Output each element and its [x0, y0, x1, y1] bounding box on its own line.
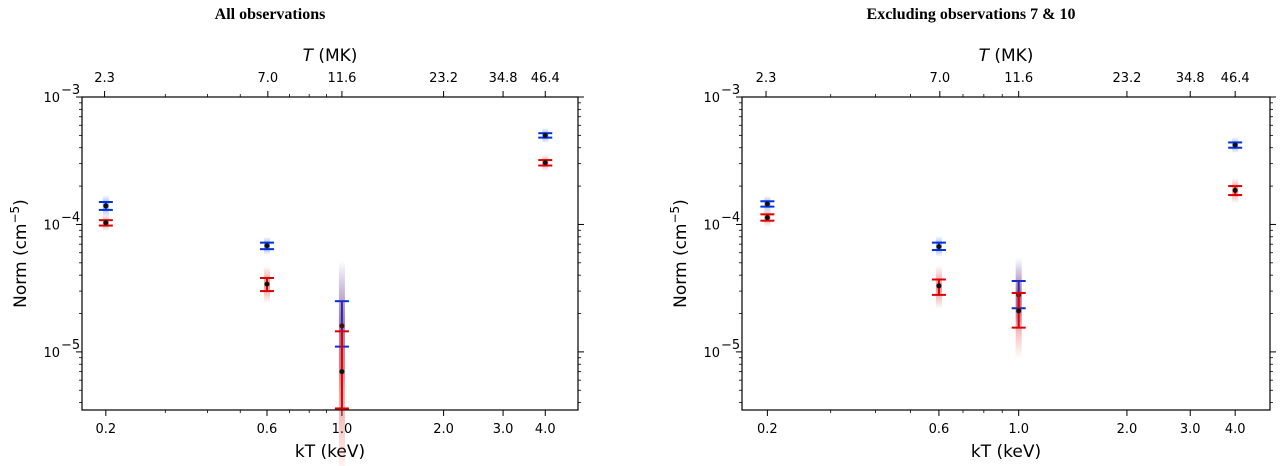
data-point [103, 220, 109, 226]
chart-panel-all-observations: All observations 0.20.61.02.03.04.02.37.… [8, 6, 584, 466]
x-tick-label: 0.2 [757, 422, 778, 437]
y-axis-label-close: ) [671, 199, 691, 206]
y-tick-label: 10 [703, 218, 720, 233]
data-point [264, 281, 270, 287]
top-tick-label: 46.4 [1221, 71, 1250, 86]
top-tick-label: 11.6 [327, 71, 356, 86]
y-axis-label-exponent: −5 [8, 206, 22, 224]
plot-frame [741, 96, 1271, 411]
chart-excluding-observations: 0.2 0.6 1.0 2.0 3.0 4.0 2.3 7.0 11.6 23.2 34.8 46.4… [668, 46, 1276, 462]
y-axis-label-close: ) [11, 199, 31, 206]
data-point [339, 369, 345, 375]
top-tick-label: 46.4 [531, 71, 560, 86]
y-tick-exponent: −4 [61, 210, 80, 225]
y-axis-label: Norm (cm−5) [668, 199, 691, 308]
y-axis-label-text: Norm (cm [671, 224, 691, 308]
top-tick-label: 23.2 [1112, 71, 1141, 86]
top-tick-label: 34.8 [1176, 71, 1205, 86]
top-tick-label: 23.2 [429, 71, 458, 86]
x-tick-label: 0.6 [257, 422, 278, 437]
top-tick-label: 2.3 [756, 71, 777, 86]
y-axis-label-text: Norm (cm [11, 224, 31, 308]
data-point [936, 283, 942, 289]
data-point [764, 201, 770, 207]
x-tick-label: 2.0 [433, 422, 454, 437]
y-axis-label: Norm (cm−5) [8, 199, 31, 308]
data-point [264, 243, 270, 249]
y-tick-exponent: −3 [721, 83, 740, 98]
x-tick-label: 4.0 [535, 422, 556, 437]
x-axis-label: kT (keV) [971, 442, 1041, 462]
data-point [542, 132, 548, 138]
x-tick-label: 1.0 [1008, 422, 1029, 437]
top-axis-unit: (MK) [313, 46, 357, 66]
x-tick-label: 0.6 [929, 422, 950, 437]
top-axis-variable: T [303, 46, 315, 66]
top-axis-variable: T [979, 46, 991, 66]
top-axis-unit: (MK) [989, 46, 1033, 66]
top-tick-label: 34.8 [489, 71, 518, 86]
x-tick-label: 0.2 [95, 422, 116, 437]
y-tick-label: 10 [703, 346, 720, 361]
x-tick-label: 4.0 [1225, 422, 1246, 437]
x-tick-label: 3.0 [493, 422, 514, 437]
data-point [764, 215, 770, 221]
y-axis-label-exponent: −5 [668, 206, 682, 224]
y-tick-exponent: −5 [721, 338, 740, 353]
top-axis-label: T (MK) [979, 46, 1034, 66]
y-tick-label: 10 [43, 218, 60, 233]
x-tick-label: 3.0 [1180, 422, 1201, 437]
data-point [936, 244, 942, 250]
y-tick-exponent: −5 [61, 338, 80, 353]
top-tick-label: 7.0 [929, 71, 950, 86]
x-tick-label: 2.0 [1117, 422, 1138, 437]
top-tick-label: 7.0 [257, 71, 278, 86]
y-tick-label: 10 [43, 91, 60, 106]
y-tick-label: 10 [43, 346, 60, 361]
chart-all-observations: 0.20.61.02.03.04.02.37.011.623.234.846.4… [8, 46, 584, 466]
plot-frame [81, 96, 579, 411]
y-tick-exponent: −4 [721, 210, 740, 225]
data-point [103, 203, 109, 209]
top-axis-label: T (MK) [303, 46, 358, 66]
data-point [542, 160, 548, 166]
top-tick-label: 2.3 [94, 71, 115, 86]
top-tick-label: 11.6 [1004, 71, 1033, 86]
y-tick-exponent: −3 [61, 83, 80, 98]
chart-panel-excluding-observations: Excluding observations 7 & 10 0.2 0.6 1.0 2… [641, 0, 1282, 466]
data-point [1232, 142, 1238, 148]
x-axis-label: kT (keV) [295, 442, 365, 462]
data-point [1016, 308, 1022, 314]
y-tick-label: 10 [703, 91, 720, 106]
data-point [1232, 187, 1238, 193]
